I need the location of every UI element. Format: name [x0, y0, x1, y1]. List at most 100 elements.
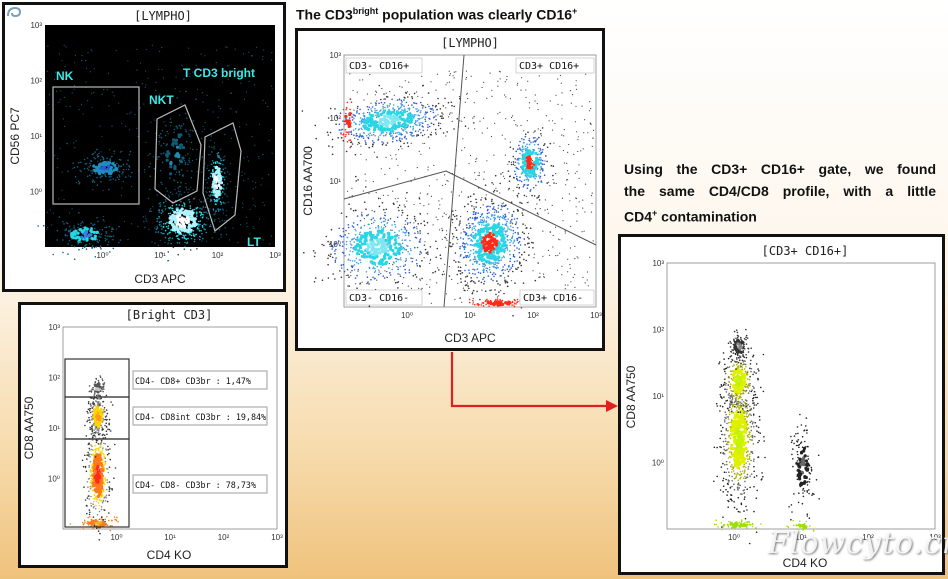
event-point	[214, 218, 216, 221]
event-point	[408, 271, 411, 274]
event-point	[365, 159, 367, 161]
event-point	[448, 275, 451, 277]
event-point	[150, 104, 152, 106]
event-point	[421, 107, 424, 109]
event-point	[391, 224, 393, 226]
event-point	[442, 113, 444, 115]
event-point	[528, 232, 530, 235]
event-point	[506, 230, 508, 232]
event-point	[268, 174, 270, 176]
event-point	[95, 406, 99, 410]
event-point	[192, 148, 194, 151]
event-point	[368, 192, 370, 195]
event-point	[557, 103, 559, 105]
event-point	[557, 254, 559, 256]
event-point	[109, 235, 112, 237]
event-point	[187, 153, 189, 155]
event-point	[91, 153, 94, 156]
event-point	[95, 496, 97, 498]
event-point	[423, 257, 425, 259]
event-point	[464, 280, 466, 282]
event-point	[421, 117, 423, 119]
event-point	[342, 263, 345, 266]
event-point	[549, 142, 552, 145]
event-point	[397, 164, 399, 166]
event-point	[242, 207, 244, 209]
event-point	[368, 305, 371, 308]
event-point	[122, 163, 125, 166]
event-point	[145, 218, 147, 220]
event-point	[505, 118, 507, 120]
event-point	[532, 148, 534, 151]
event-point	[345, 215, 348, 218]
event-point	[496, 251, 500, 255]
event-point	[569, 247, 571, 249]
event-point	[504, 81, 506, 83]
event-point	[201, 240, 203, 242]
event-point	[97, 379, 100, 382]
event-point	[385, 123, 389, 128]
event-point	[103, 509, 106, 511]
event-point	[190, 237, 193, 240]
event-point	[348, 117, 351, 119]
event-point	[349, 250, 351, 252]
event-point	[512, 253, 515, 256]
event-point	[349, 240, 352, 243]
event-point	[87, 169, 90, 171]
event-point	[217, 176, 221, 180]
event-point	[421, 104, 424, 107]
event-point	[481, 289, 483, 291]
event-point	[356, 274, 358, 277]
event-point	[227, 78, 229, 80]
event-point	[163, 152, 165, 154]
event-point	[327, 263, 329, 266]
event-point	[397, 287, 399, 289]
event-point	[102, 447, 104, 449]
event-point	[494, 243, 498, 247]
event-point	[56, 90, 58, 92]
event-point	[500, 275, 502, 277]
event-point	[405, 249, 408, 251]
event-point	[92, 417, 94, 420]
event-point	[524, 145, 527, 148]
event-point	[475, 211, 477, 214]
event-point	[105, 426, 108, 428]
event-point	[362, 137, 365, 139]
event-point	[96, 428, 99, 430]
event-point	[92, 527, 94, 530]
event-point	[512, 161, 515, 163]
event-point	[406, 126, 409, 128]
gate-label-nk: NK	[56, 69, 74, 83]
event-point	[177, 190, 180, 192]
event-point	[84, 230, 89, 234]
event-point	[169, 172, 173, 176]
event-point	[243, 180, 245, 182]
event-point	[398, 237, 400, 239]
event-point	[567, 151, 569, 153]
event-point	[162, 211, 164, 213]
event-point	[193, 240, 196, 243]
event-point	[346, 268, 349, 271]
event-point	[472, 263, 474, 265]
event-point	[391, 110, 396, 114]
event-point	[363, 116, 366, 118]
event-point	[414, 123, 417, 126]
event-point	[463, 177, 465, 179]
event-point	[528, 246, 530, 249]
event-point	[179, 127, 182, 129]
event-point	[389, 217, 392, 220]
event-point	[188, 188, 190, 191]
event-point	[174, 174, 176, 176]
event-point	[521, 145, 524, 147]
event-point	[359, 282, 361, 285]
event-point	[176, 241, 179, 244]
event-point	[476, 262, 478, 264]
event-point	[88, 464, 90, 467]
event-point	[377, 136, 380, 138]
event-point	[474, 225, 477, 227]
event-point	[103, 382, 106, 384]
event-point	[99, 159, 102, 161]
event-point	[89, 475, 92, 477]
event-point	[86, 497, 89, 499]
event-point	[334, 252, 336, 255]
